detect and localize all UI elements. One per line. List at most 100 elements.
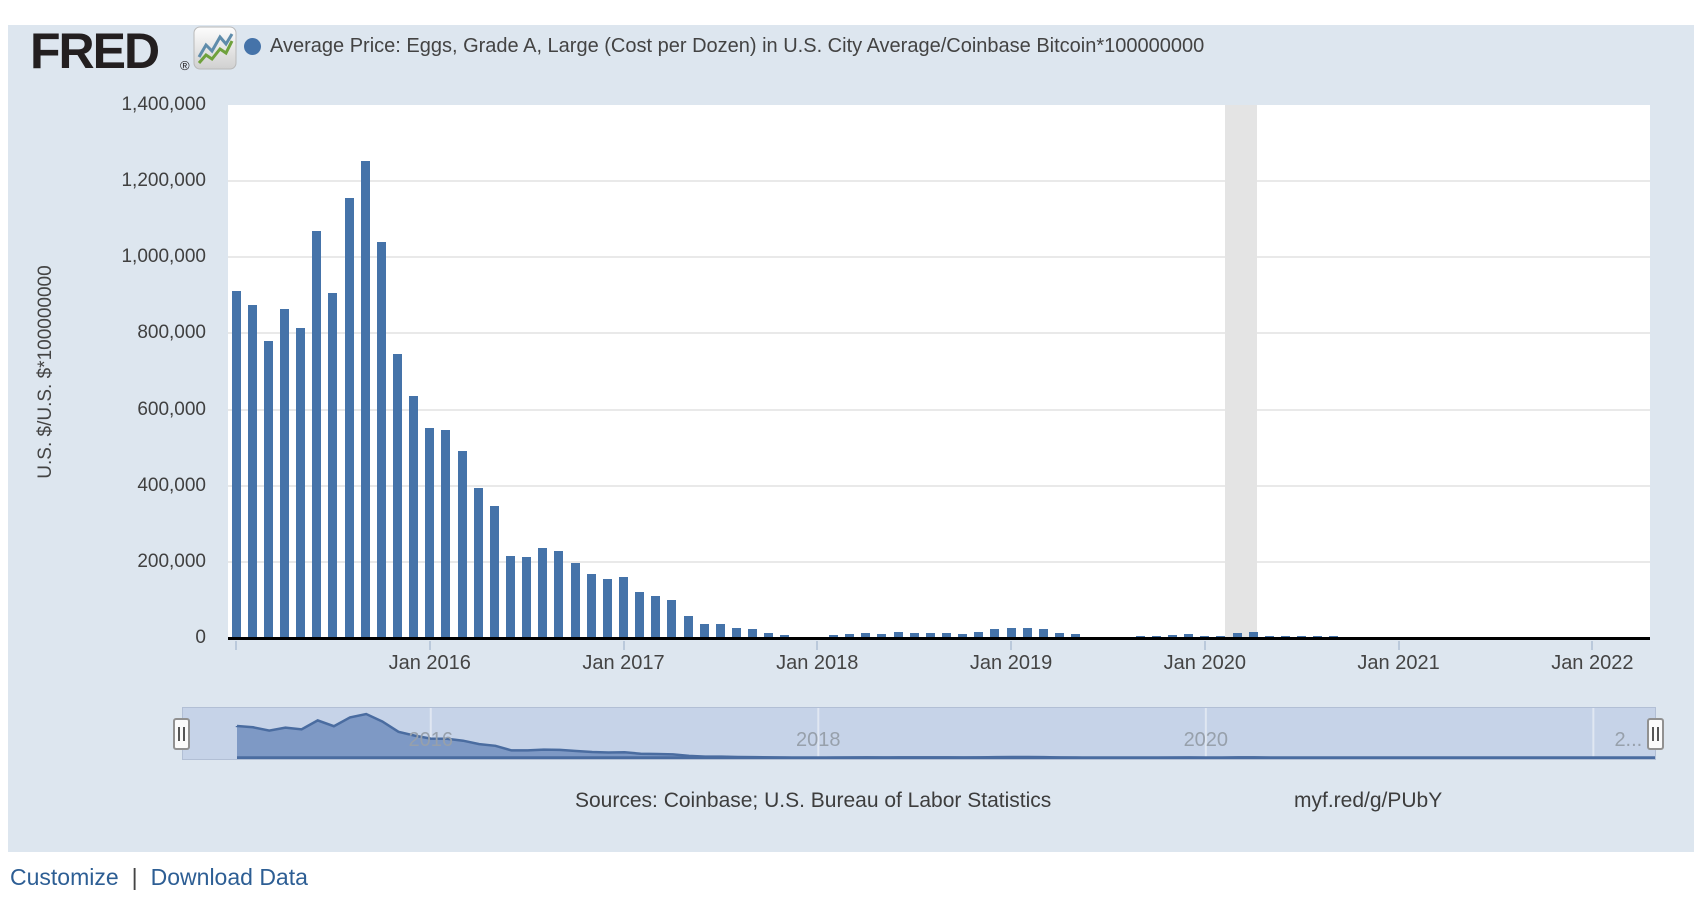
x-axis-tick <box>1203 641 1206 650</box>
bar[interactable] <box>893 632 903 639</box>
y-axis-label: 0 <box>195 627 206 648</box>
bar[interactable] <box>1071 634 1081 639</box>
links-separator: | <box>131 864 138 890</box>
bar[interactable] <box>699 624 709 639</box>
bar[interactable] <box>635 592 645 639</box>
bar[interactable] <box>1038 628 1048 639</box>
x-axis-label: Jan 2016 <box>388 652 471 674</box>
bar[interactable] <box>392 353 402 639</box>
slider-year-gridline <box>1204 708 1207 759</box>
bar[interactable] <box>861 632 871 639</box>
bar[interactable] <box>360 160 370 639</box>
bar[interactable] <box>522 556 532 639</box>
date-range-slider-track[interactable]: 2016 2018 2020 2... <box>182 707 1656 760</box>
x-axis-label: Jan 2019 <box>969 652 1053 674</box>
bar[interactable] <box>909 632 919 639</box>
bar[interactable] <box>1184 634 1194 639</box>
footer-links: Customize | Download Data <box>10 864 308 891</box>
bar[interactable] <box>667 600 677 639</box>
slider-year-gridline <box>429 708 432 759</box>
y-axis-label: 1,000,000 <box>121 246 206 268</box>
download-data-link[interactable]: Download Data <box>150 864 308 890</box>
customize-link[interactable]: Customize <box>10 864 119 890</box>
bar[interactable] <box>1054 633 1064 639</box>
y-axis-label: 800,000 <box>137 322 206 344</box>
bar[interactable] <box>473 487 483 639</box>
gridline <box>228 256 1650 259</box>
x-axis-label: Jan 2022 <box>1551 652 1634 674</box>
bar[interactable] <box>409 396 419 639</box>
bar[interactable] <box>312 230 322 639</box>
gridline <box>228 180 1650 183</box>
gridline <box>228 332 1650 335</box>
y-axis-label: 200,000 <box>137 550 206 572</box>
bar[interactable] <box>489 506 499 639</box>
gridline <box>228 484 1650 487</box>
slider-year-label: 2018 <box>796 729 841 751</box>
bar[interactable] <box>764 632 774 639</box>
bar[interactable] <box>1006 627 1016 639</box>
bar[interactable] <box>425 428 435 639</box>
slider-year-label: 2... <box>1614 729 1643 751</box>
bar[interactable] <box>780 634 790 639</box>
slider-right-handle[interactable] <box>1647 718 1664 750</box>
bar[interactable] <box>683 616 693 639</box>
bar[interactable] <box>328 292 338 639</box>
bar[interactable] <box>554 551 564 639</box>
bar[interactable] <box>1248 632 1258 639</box>
slider-year-gridline <box>817 708 820 759</box>
bar[interactable] <box>732 628 742 639</box>
bar[interactable] <box>441 429 451 639</box>
bar[interactable] <box>344 197 354 639</box>
bar[interactable] <box>263 340 273 639</box>
gridline <box>228 408 1650 411</box>
bar[interactable] <box>586 573 596 639</box>
x-axis-label: Jan 2020 <box>1163 652 1246 674</box>
bar[interactable] <box>619 576 629 639</box>
x-axis-tick <box>1591 641 1594 650</box>
bar[interactable] <box>296 327 306 639</box>
x-axis-tick <box>1010 641 1013 650</box>
x-axis-label: Jan 2017 <box>582 652 665 674</box>
bar[interactable] <box>715 624 725 639</box>
bar[interactable] <box>602 578 612 639</box>
bar[interactable] <box>877 634 887 639</box>
slider-year-label: 2020 <box>1183 729 1229 751</box>
sources-text: Sources: Coinbase; U.S. Bureau of Labor … <box>575 789 1052 812</box>
bar[interactable] <box>376 241 386 639</box>
bar[interactable] <box>974 632 984 639</box>
bar[interactable] <box>505 556 515 639</box>
x-axis-tick <box>1397 641 1400 650</box>
bar[interactable] <box>279 308 289 639</box>
slider-left-handle[interactable] <box>173 718 190 750</box>
bar[interactable] <box>990 629 1000 639</box>
bar[interactable] <box>651 595 661 639</box>
series-title: Average Price: Eggs, Grade A, Large (Cos… <box>270 35 1205 57</box>
bar[interactable] <box>748 629 758 639</box>
bar[interactable] <box>1022 627 1032 639</box>
x-axis-label: Jan 2018 <box>776 652 859 674</box>
bar[interactable] <box>457 450 467 639</box>
x-axis-tick <box>235 641 237 650</box>
bar[interactable] <box>247 305 257 639</box>
bar[interactable] <box>231 291 241 639</box>
bar[interactable] <box>1232 632 1242 639</box>
slider-year-label: 2016 <box>408 729 454 751</box>
fred-logo[interactable]: FRED <box>30 23 160 79</box>
x-axis-label: Jan 2021 <box>1357 652 1440 674</box>
bar[interactable] <box>845 634 855 639</box>
permalink[interactable]: myf.red/g/PUbY <box>1294 789 1443 812</box>
bar[interactable] <box>941 632 951 639</box>
bar[interactable] <box>570 562 580 639</box>
x-axis-tick <box>622 641 625 650</box>
y-axis-title: U.S. $/U.S. $*100000000 <box>35 265 56 479</box>
x-axis-tick <box>816 641 819 650</box>
bar[interactable] <box>538 548 548 639</box>
y-axis-label: 1,400,000 <box>121 94 206 115</box>
y-axis-label: 400,000 <box>137 474 206 496</box>
bar[interactable] <box>958 634 968 639</box>
bar[interactable] <box>925 632 935 639</box>
fred-line-chart-icon <box>193 26 237 75</box>
registered-mark: ® <box>180 58 190 73</box>
